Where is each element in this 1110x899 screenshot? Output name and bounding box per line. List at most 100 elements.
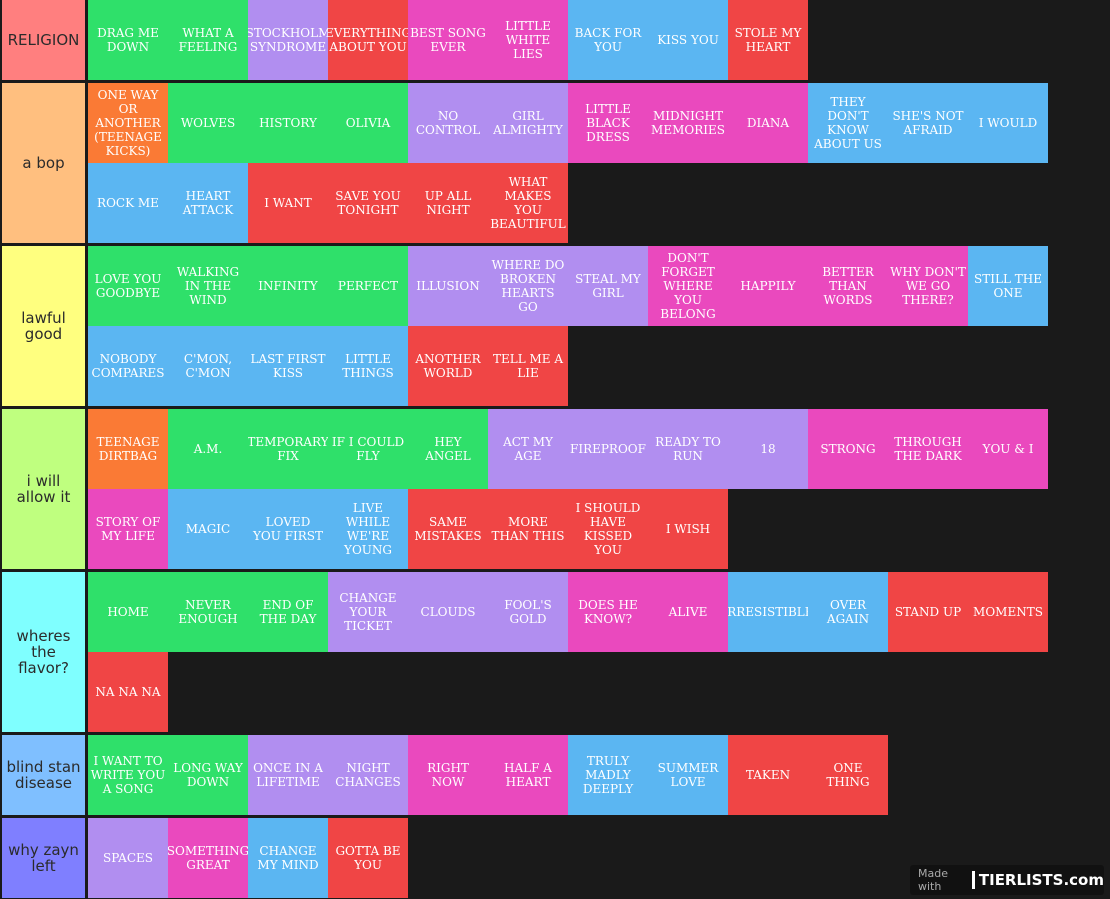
song-tile[interactable]: HAPPILY (728, 246, 808, 326)
song-tile[interactable]: ROCK ME (88, 163, 168, 243)
song-tile[interactable]: BEST SONG EVER (408, 0, 488, 80)
song-tile[interactable]: INFINITY (248, 246, 328, 326)
song-tile[interactable]: TEMPORARY FIX (248, 409, 328, 489)
tier-label[interactable]: a bop (2, 83, 87, 243)
song-tile[interactable]: LIVE WHILE WE'RE YOUNG (328, 489, 408, 569)
song-tile[interactable]: BETTER THAN WORDS (808, 246, 888, 326)
song-tile[interactable]: IF I COULD FLY (328, 409, 408, 489)
song-tile[interactable]: SAVE YOU TONIGHT (328, 163, 408, 243)
song-tile[interactable]: OLIVIA (328, 83, 408, 163)
song-tile[interactable]: IRRESISTIBLE (728, 572, 808, 652)
song-tile[interactable]: LITTLE THINGS (328, 326, 408, 406)
tier-label[interactable]: wheres the flavor? (2, 572, 87, 732)
song-tile[interactable]: STILL THE ONE (968, 246, 1048, 326)
song-tile[interactable]: YOU & I (968, 409, 1048, 489)
song-tile[interactable]: BACK FOR YOU (568, 0, 648, 80)
song-tile[interactable]: SPACES (88, 818, 168, 898)
song-tile[interactable]: SAME MISTAKES (408, 489, 488, 569)
song-tile[interactable]: FOOL'S GOLD (488, 572, 568, 652)
song-tile[interactable]: STOCKHOLM SYNDROME (248, 0, 328, 80)
song-tile[interactable]: I WOULD (968, 83, 1048, 163)
song-tile[interactable]: C'MON, C'MON (168, 326, 248, 406)
song-tile[interactable]: MORE THAN THIS (488, 489, 568, 569)
song-tile[interactable]: NEVER ENOUGH (168, 572, 248, 652)
song-tile[interactable]: WHERE DO BROKEN HEARTS GO (488, 246, 568, 326)
song-tile[interactable]: NIGHT CHANGES (328, 735, 408, 815)
song-tile[interactable]: LONG WAY DOWN (168, 735, 248, 815)
tier-label[interactable]: why zayn left (2, 818, 87, 898)
song-tile[interactable]: WALKING IN THE WIND (168, 246, 248, 326)
song-tile[interactable]: ONE WAY OR ANOTHER (TEENAGE KICKS) (88, 83, 168, 163)
song-tile[interactable]: EVERYTHING ABOUT YOU (328, 0, 408, 80)
song-tile[interactable]: STAND UP (888, 572, 968, 652)
song-tile[interactable]: WHAT A FEELING (168, 0, 248, 80)
song-tile[interactable]: READY TO RUN (648, 409, 728, 489)
song-tile[interactable]: WHAT MAKES YOU BEAUTIFUL (488, 163, 568, 243)
song-tile[interactable]: LOVED YOU FIRST (248, 489, 328, 569)
song-tile[interactable]: NA NA NA (88, 652, 168, 732)
song-tile[interactable]: END OF THE DAY (248, 572, 328, 652)
song-tile[interactable]: GOTTA BE YOU (328, 818, 408, 898)
song-tile[interactable]: DOES HE KNOW? (568, 572, 648, 652)
song-tile[interactable]: LAST FIRST KISS (248, 326, 328, 406)
song-tile[interactable]: ACT MY AGE (488, 409, 568, 489)
song-tile[interactable]: ANOTHER WORLD (408, 326, 488, 406)
song-tile[interactable]: ONE THING (808, 735, 888, 815)
song-tile[interactable]: SOMETHING GREAT (168, 818, 248, 898)
song-tile[interactable]: THROUGH THE DARK (888, 409, 968, 489)
tier-label[interactable]: lawful good (2, 246, 87, 406)
song-tile[interactable]: I WANT TO WRITE YOU A SONG (88, 735, 168, 815)
tier-label[interactable]: blind stan disease (2, 735, 87, 815)
song-tile[interactable]: NOBODY COMPARES (88, 326, 168, 406)
song-tile[interactable]: LITTLE BLACK DRESS (568, 83, 648, 163)
song-tile[interactable]: WOLVES (168, 83, 248, 163)
song-tile[interactable]: DRAG ME DOWN (88, 0, 168, 80)
song-tile[interactable]: HEART ATTACK (168, 163, 248, 243)
song-tile[interactable]: STORY OF MY LIFE (88, 489, 168, 569)
song-tile[interactable]: I SHOULD HAVE KISSED YOU (568, 489, 648, 569)
song-tile[interactable]: CLOUDS (408, 572, 488, 652)
song-tile[interactable]: ONCE IN A LIFETIME (248, 735, 328, 815)
song-tile[interactable]: WHY DON'T WE GO THERE? (888, 246, 968, 326)
song-tile[interactable]: MOMENTS (968, 572, 1048, 652)
song-tile[interactable]: DON'T FORGET WHERE YOU BELONG (648, 246, 728, 326)
song-tile[interactable]: STEAL MY GIRL (568, 246, 648, 326)
song-tile[interactable]: ILLUSION (408, 246, 488, 326)
song-tile[interactable]: MIDNIGHT MEMORIES (648, 83, 728, 163)
song-tile[interactable]: CHANGE MY MIND (248, 818, 328, 898)
song-tile[interactable]: MAGIC (168, 489, 248, 569)
song-tile[interactable]: LITTLE WHITE LIES (488, 0, 568, 80)
song-tile[interactable]: KISS YOU (648, 0, 728, 80)
song-tile[interactable]: OVER AGAIN (808, 572, 888, 652)
tier-label[interactable]: i will allow it (2, 409, 87, 569)
song-tile[interactable]: I WANT (248, 163, 328, 243)
song-tile[interactable]: GIRL ALMIGHTY (488, 83, 568, 163)
song-tile[interactable]: TELL ME A LIE (488, 326, 568, 406)
song-tile[interactable]: DIANA (728, 83, 808, 163)
song-tile[interactable]: LOVE YOU GOODBYE (88, 246, 168, 326)
song-tile[interactable]: HEY ANGEL (408, 409, 488, 489)
song-tile[interactable]: UP ALL NIGHT (408, 163, 488, 243)
song-tile[interactable]: TAKEN (728, 735, 808, 815)
song-tile[interactable]: FIREPROOF (568, 409, 648, 489)
song-tile[interactable]: HOME (88, 572, 168, 652)
song-tile[interactable]: SHE'S NOT AFRAID (888, 83, 968, 163)
song-tile[interactable]: I WISH (648, 489, 728, 569)
song-tile[interactable]: CHANGE YOUR TICKET (328, 572, 408, 652)
song-tile[interactable]: HALF A HEART (488, 735, 568, 815)
song-tile[interactable]: ALIVE (648, 572, 728, 652)
tier-label[interactable]: RELIGION (2, 0, 87, 80)
song-tile[interactable]: 18 (728, 409, 808, 489)
song-tile[interactable]: PERFECT (328, 246, 408, 326)
song-tile[interactable]: TEENAGE DIRTBAG (88, 409, 168, 489)
song-tile[interactable]: HISTORY (248, 83, 328, 163)
song-tile[interactable]: A.M. (168, 409, 248, 489)
song-tile[interactable]: STOLE MY HEART (728, 0, 808, 80)
song-tile[interactable]: STRONG (808, 409, 888, 489)
song-tile[interactable]: SUMMER LOVE (648, 735, 728, 815)
song-tile[interactable]: NO CONTROL (408, 83, 488, 163)
song-tile[interactable]: TRULY MADLY DEEPLY (568, 735, 648, 815)
tier-items: HOME NEVER ENOUGH END OF THE DAY CHANGE YOU… (87, 572, 1110, 732)
song-tile[interactable]: THEY DON'T KNOW ABOUT US (808, 83, 888, 163)
song-tile[interactable]: RIGHT NOW (408, 735, 488, 815)
